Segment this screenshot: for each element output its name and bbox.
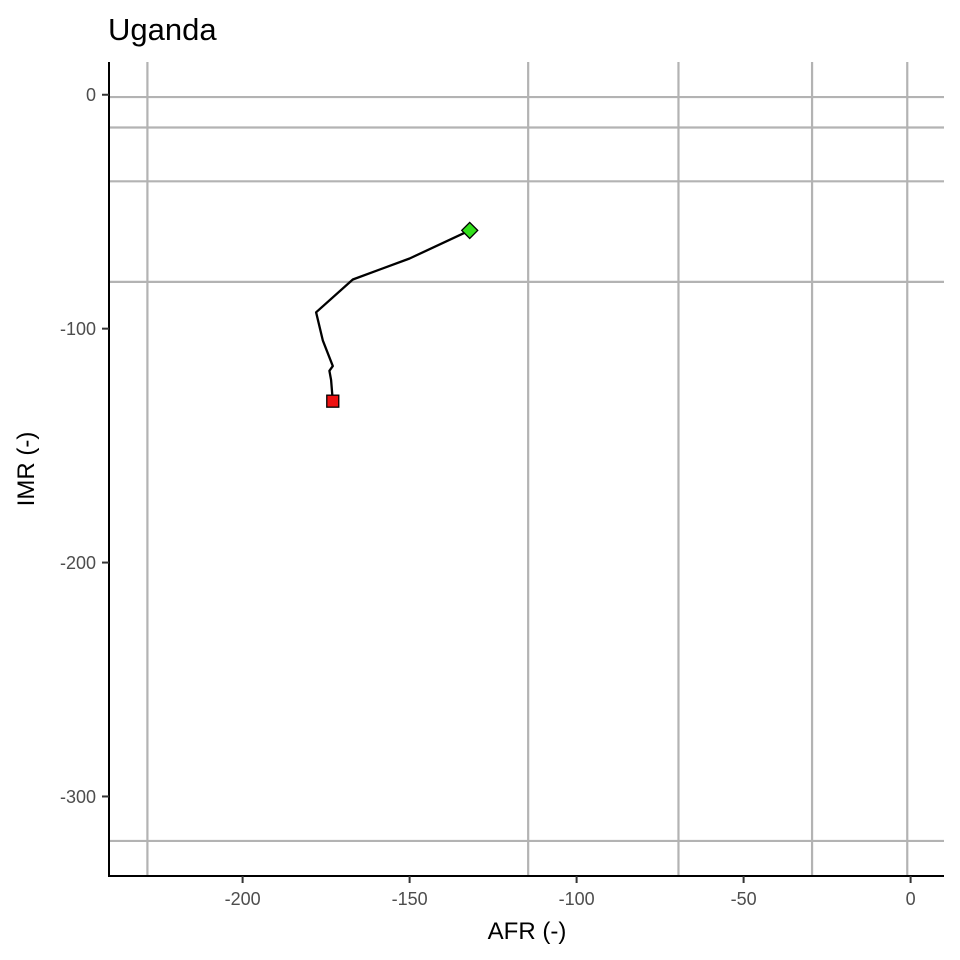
x-tick-label-4: 0 [906,889,916,909]
x-tick-label-0: -200 [225,889,261,909]
y-axis-title: IMR (-) [13,432,40,507]
y-tick-label-0: 0 [86,85,96,105]
y-tick-label-2: -200 [60,553,96,573]
x-tick-label-1: -150 [392,889,428,909]
x-axis-title: AFR (-) [488,918,567,945]
ticks-layer: -200 -150 -100 -50 0 0 -100 -200 -300 [60,85,916,909]
y-tick-label-1: -100 [60,319,96,339]
chart-title: Uganda [108,12,217,47]
x-tick-label-2: -100 [559,889,595,909]
y-tick-label-3: -300 [60,787,96,807]
end-marker-square [326,394,340,408]
axes-layer [108,62,944,877]
trajectory-line-0 [314,229,471,402]
data-layer [314,221,479,408]
start-marker-diamond [460,221,479,240]
x-tick-label-3: -50 [731,889,757,909]
grid-layer [109,62,944,876]
